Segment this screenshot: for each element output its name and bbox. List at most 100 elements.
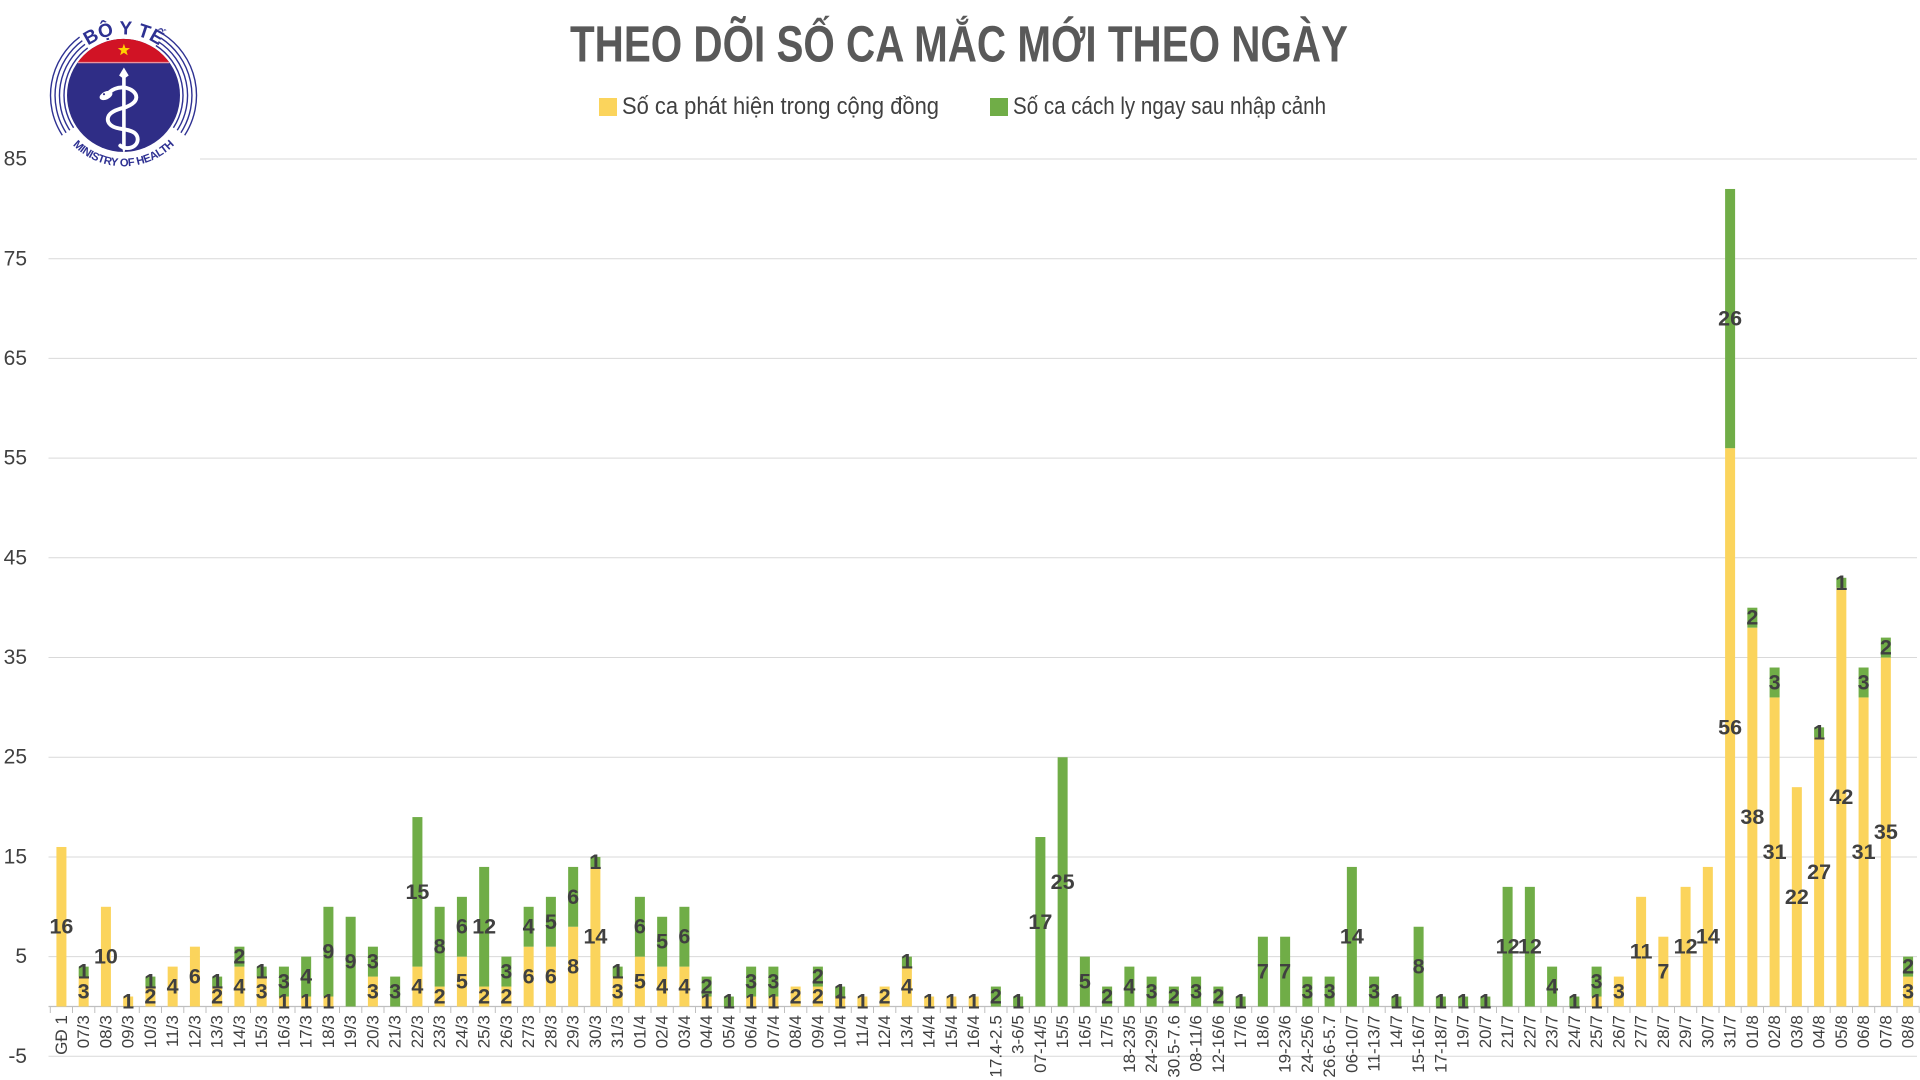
svg-text:2: 2 (1101, 985, 1113, 1009)
svg-text:20/7: 20/7 (1476, 1015, 1495, 1048)
svg-text:8: 8 (1413, 955, 1425, 979)
svg-text:7: 7 (1257, 960, 1269, 984)
svg-text:1: 1 (144, 970, 156, 994)
svg-text:12: 12 (1496, 935, 1520, 959)
svg-text:3: 3 (500, 960, 512, 984)
svg-text:17: 17 (1028, 910, 1052, 934)
svg-text:04/8: 04/8 (1810, 1015, 1829, 1048)
svg-text:3: 3 (767, 970, 779, 994)
svg-text:1: 1 (300, 990, 312, 1014)
svg-text:3: 3 (1190, 980, 1202, 1004)
svg-text:3: 3 (1301, 980, 1313, 1004)
svg-text:25: 25 (1051, 870, 1075, 894)
svg-text:GĐ 1: GĐ 1 (52, 1015, 71, 1055)
svg-text:1: 1 (723, 990, 735, 1014)
svg-text:3: 3 (1613, 980, 1625, 1004)
svg-text:Số ca cách ly ngay sau nhập cả: Số ca cách ly ngay sau nhập cảnh (1013, 93, 1326, 120)
svg-text:20/3: 20/3 (363, 1015, 382, 1048)
svg-text:10/3: 10/3 (141, 1015, 160, 1048)
svg-text:5: 5 (456, 970, 468, 994)
svg-text:45: 45 (4, 546, 27, 569)
svg-text:9: 9 (345, 950, 357, 974)
svg-text:07/8: 07/8 (1876, 1015, 1895, 1048)
svg-text:1: 1 (256, 960, 268, 984)
svg-text:23/7: 23/7 (1543, 1015, 1562, 1048)
svg-text:30/3: 30/3 (586, 1015, 605, 1048)
svg-text:12/3: 12/3 (185, 1015, 204, 1048)
svg-text:24-29/5: 24-29/5 (1142, 1015, 1161, 1073)
svg-text:08/8: 08/8 (1899, 1015, 1918, 1048)
svg-text:22/7: 22/7 (1520, 1015, 1539, 1048)
svg-text:08/3: 08/3 (96, 1015, 115, 1048)
svg-text:1: 1 (1813, 720, 1825, 744)
svg-text:2: 2 (1746, 606, 1758, 630)
svg-text:1: 1 (856, 990, 868, 1014)
svg-text:25: 25 (4, 746, 27, 769)
svg-text:13/3: 13/3 (208, 1015, 227, 1048)
svg-text:4: 4 (233, 975, 245, 999)
svg-text:12/4: 12/4 (875, 1015, 894, 1048)
svg-text:22/3: 22/3 (408, 1015, 427, 1048)
svg-text:27/3: 27/3 (519, 1015, 538, 1048)
svg-text:31/7: 31/7 (1721, 1015, 1740, 1048)
svg-text:1: 1 (834, 980, 846, 1004)
svg-text:65: 65 (4, 347, 27, 370)
svg-text:1: 1 (945, 990, 957, 1014)
svg-text:06-10/7: 06-10/7 (1342, 1015, 1361, 1073)
svg-text:2: 2 (434, 985, 446, 1009)
svg-text:THEO DÕI SỐ CA MẮC MỚI THEO NG: THEO DÕI SỐ CA MẮC MỚI THEO NGÀY (570, 15, 1348, 73)
svg-text:4: 4 (1123, 975, 1135, 999)
svg-text:1: 1 (78, 960, 90, 984)
svg-text:1: 1 (122, 990, 134, 1014)
svg-text:3: 3 (1769, 670, 1781, 694)
svg-text:12: 12 (1518, 935, 1542, 959)
svg-text:28/7: 28/7 (1654, 1015, 1673, 1048)
svg-text:7: 7 (1279, 960, 1291, 984)
svg-text:1: 1 (1012, 990, 1024, 1014)
svg-text:5: 5 (634, 970, 646, 994)
svg-text:1: 1 (923, 990, 935, 1014)
svg-text:-5: -5 (8, 1045, 27, 1068)
svg-text:1: 1 (745, 990, 757, 1014)
svg-text:28/3: 28/3 (541, 1015, 560, 1048)
svg-text:10: 10 (94, 945, 118, 969)
svg-text:07-14/5: 07-14/5 (1031, 1015, 1050, 1073)
svg-text:2: 2 (812, 965, 824, 989)
svg-text:8: 8 (567, 955, 579, 979)
svg-text:17.4-2.5: 17.4-2.5 (986, 1015, 1005, 1077)
svg-text:1: 1 (1591, 990, 1603, 1014)
svg-text:8: 8 (434, 935, 446, 959)
svg-text:7: 7 (1657, 960, 1669, 984)
svg-text:25/3: 25/3 (475, 1015, 494, 1048)
svg-text:17/3: 17/3 (297, 1015, 316, 1048)
svg-text:14: 14 (1696, 925, 1720, 949)
svg-text:07/3: 07/3 (74, 1015, 93, 1048)
svg-text:1: 1 (1235, 990, 1247, 1014)
svg-text:1: 1 (1390, 990, 1402, 1014)
svg-text:06/8: 06/8 (1854, 1015, 1873, 1048)
svg-text:2: 2 (1168, 985, 1180, 1009)
svg-text:14: 14 (1340, 925, 1364, 949)
svg-text:3: 3 (1368, 980, 1380, 1004)
svg-text:18/3: 18/3 (319, 1015, 338, 1048)
svg-text:6: 6 (634, 915, 646, 939)
svg-text:5: 5 (15, 945, 27, 968)
svg-text:1: 1 (612, 960, 624, 984)
svg-text:26.6-5.7: 26.6-5.7 (1320, 1015, 1339, 1077)
svg-text:08/4: 08/4 (786, 1015, 805, 1048)
svg-text:1: 1 (278, 990, 290, 1014)
svg-text:2: 2 (990, 985, 1002, 1009)
svg-text:3: 3 (612, 980, 624, 1004)
svg-text:11/4: 11/4 (853, 1015, 872, 1047)
svg-text:3: 3 (1858, 670, 1870, 694)
svg-text:3: 3 (278, 970, 290, 994)
svg-text:4: 4 (167, 975, 179, 999)
svg-text:21/3: 21/3 (386, 1015, 405, 1048)
svg-text:12: 12 (472, 915, 496, 939)
svg-text:5: 5 (545, 910, 557, 934)
svg-text:17-18/7: 17-18/7 (1431, 1015, 1450, 1073)
svg-text:31/3: 31/3 (608, 1015, 627, 1048)
svg-text:01/8: 01/8 (1743, 1015, 1762, 1048)
svg-text:2: 2 (211, 985, 223, 1009)
svg-text:6: 6 (189, 965, 201, 989)
